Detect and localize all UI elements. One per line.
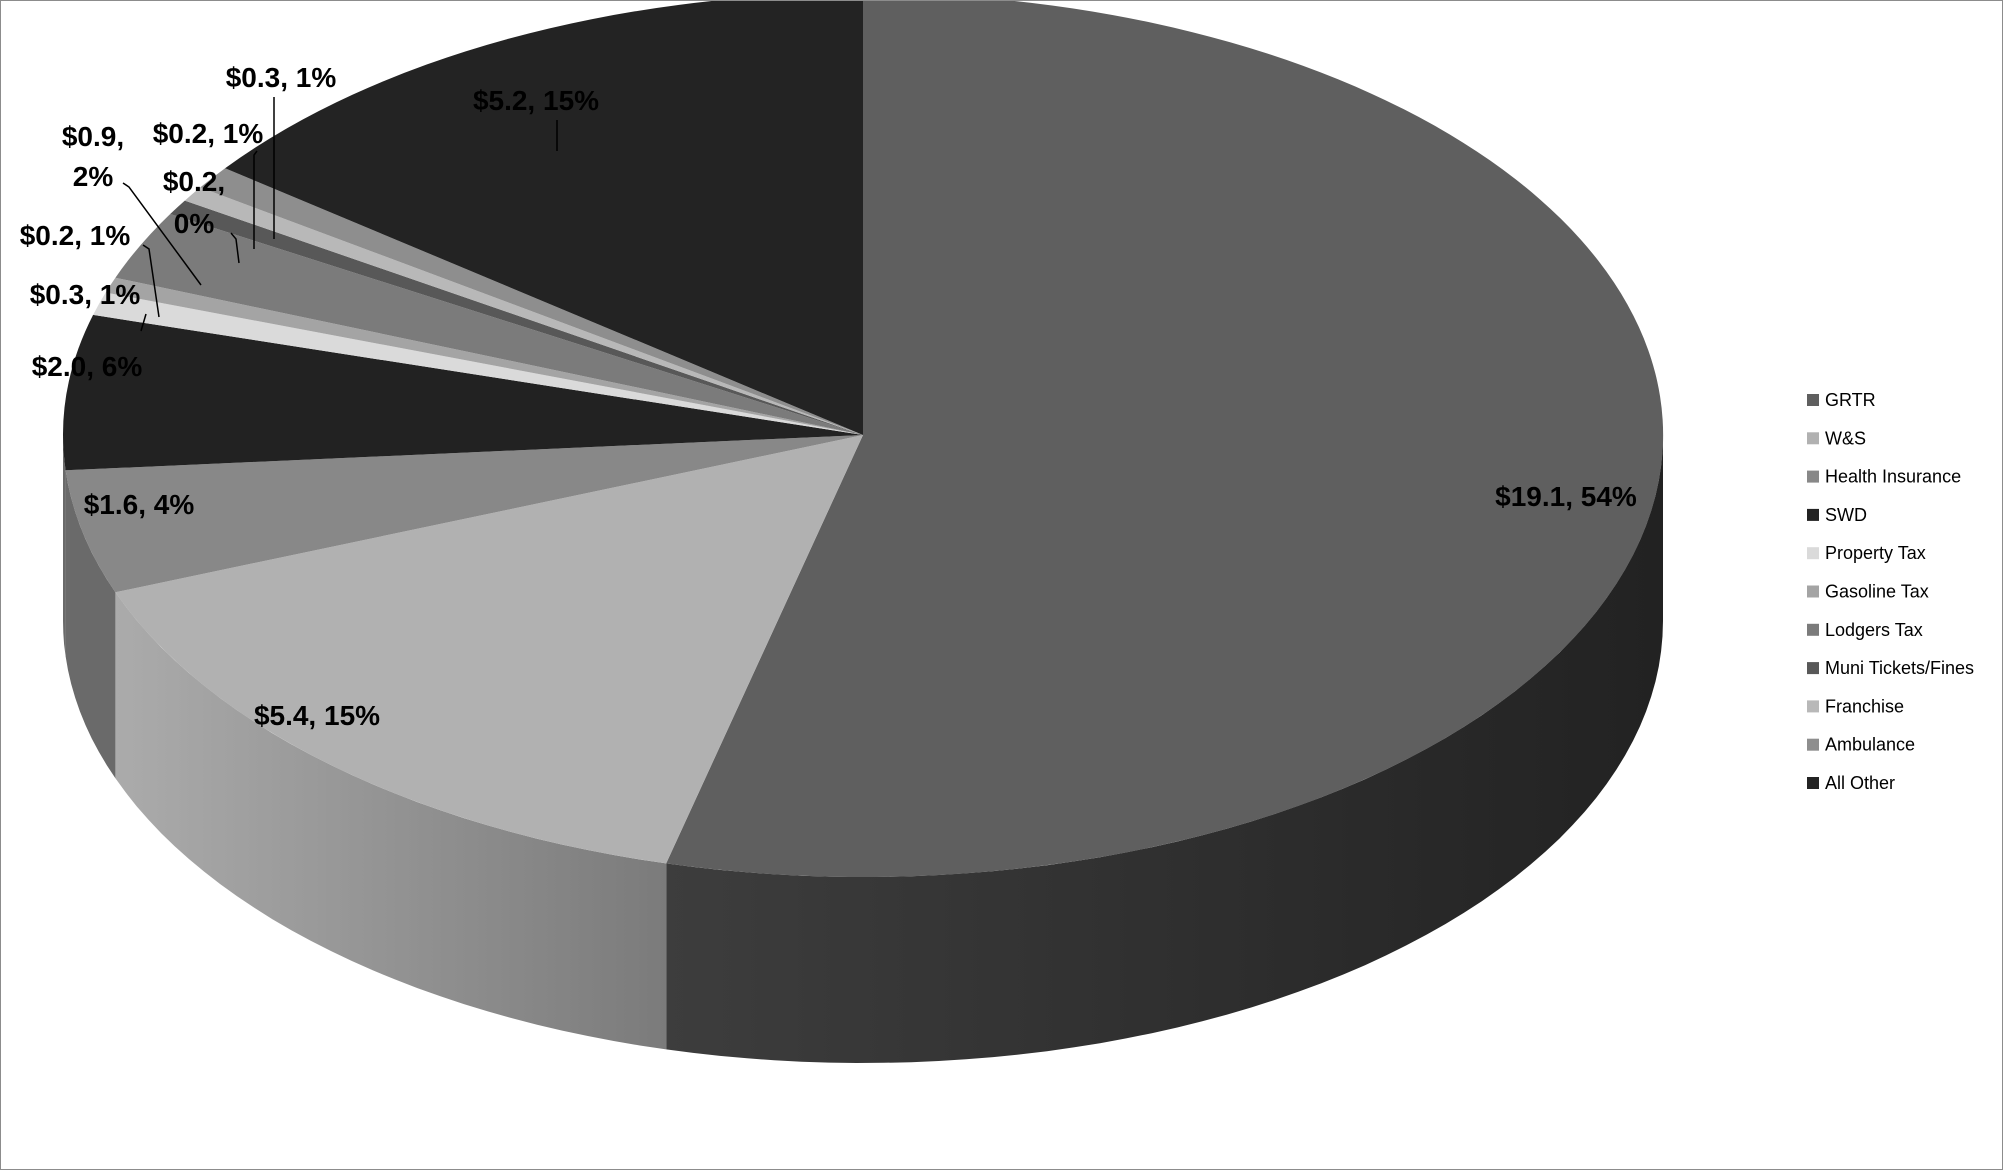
legend-label-grtr: GRTR [1825, 390, 1876, 410]
legend-label-property-tax: Property Tax [1825, 543, 1926, 563]
data-label-muni-tickets-fines: $0.2, 0% [163, 166, 225, 239]
legend-label-ambulance: Ambulance [1825, 735, 1915, 755]
pie-slice-muni-tickets-fines [170, 200, 863, 435]
legend-label-w-s: W&S [1825, 428, 1866, 448]
leader-line-gasoline-tax [142, 244, 160, 318]
pie-slice-ambulance [200, 168, 864, 436]
legend-swatch-muni-tickets-fines [1807, 662, 1819, 675]
pie-slice-grtr [666, 1, 1664, 877]
legend-label-lodgers-tax: Lodgers Tax [1825, 620, 1923, 640]
legend-swatch-franchise [1807, 700, 1819, 713]
data-label-grtr: $19.1, 54% [1495, 481, 1637, 512]
data-label-all-other: $5.2, 15% [473, 85, 599, 116]
pie-side-w-s [115, 592, 667, 1050]
pie-slice-swd [63, 314, 864, 471]
pie-slice-gasoline-tax [105, 277, 863, 435]
pie-slice-franchise [184, 187, 864, 435]
legend-swatch-lodgers-tax [1807, 623, 1819, 636]
data-label-property-tax: $0.3, 1% [30, 279, 141, 310]
data-label-health-insurance: $1.6, 4% [84, 489, 195, 520]
pie-side-swd [63, 435, 66, 657]
pie-slice-property-tax [93, 292, 864, 435]
legend-swatch-w-s [1807, 432, 1819, 445]
leader-line-property-tax [140, 313, 147, 332]
legend-swatch-swd [1807, 508, 1819, 521]
legend-swatch-property-tax [1807, 547, 1819, 560]
leader-line-muni-tickets-fines [230, 232, 240, 264]
legend-label-all-other: All Other [1825, 773, 1895, 793]
legend-swatch-all-other [1807, 777, 1819, 789]
data-label-gasoline-tax: $0.2, 1% [20, 220, 131, 251]
data-label-ambulance: $0.3, 1% [226, 62, 337, 93]
leader-line-franchise [253, 150, 258, 249]
leader-line-lodgers-tax [122, 182, 202, 286]
pie-side-grtr [666, 435, 1663, 1063]
data-label-swd: $2.0, 6% [32, 351, 143, 382]
pie-side-health-insurance [65, 470, 116, 779]
pie-slice-w-s [115, 435, 863, 864]
data-label-lodgers-tax: $0.9, 2% [62, 121, 124, 192]
pie-slice-lodgers-tax [115, 214, 863, 435]
legend-label-franchise: Franchise [1825, 696, 1904, 716]
legend-swatch-ambulance [1807, 738, 1819, 751]
legend-swatch-health-insurance [1807, 470, 1819, 483]
legend-swatch-grtr [1807, 394, 1819, 406]
legend-label-muni-tickets-fines: Muni Tickets/Fines [1825, 658, 1974, 678]
data-label-w-s: $5.4, 15% [254, 700, 380, 731]
legend-label-health-insurance: Health Insurance [1825, 467, 1961, 487]
legend-label-swd: SWD [1825, 505, 1867, 525]
legend-swatch-gasoline-tax [1807, 585, 1819, 598]
pie-slice-all-other [225, 1, 863, 435]
pie-slice-health-insurance [65, 435, 864, 593]
data-label-franchise: $0.2, 1% [153, 118, 264, 149]
legend-label-gasoline-tax: Gasoline Tax [1825, 582, 1929, 602]
